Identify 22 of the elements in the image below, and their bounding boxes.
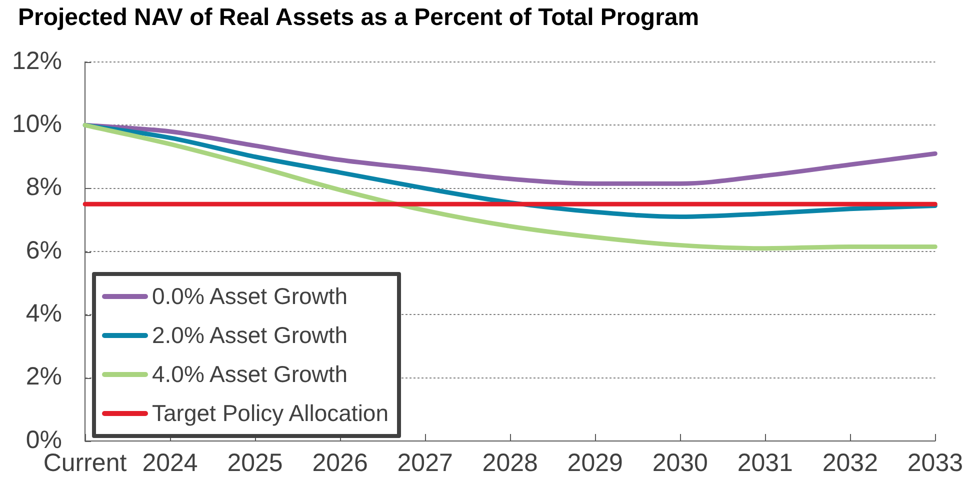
y-tick-label: 10% [12, 110, 62, 138]
x-tick-label: 2033 [907, 448, 964, 477]
x-tick-label: 2026 [312, 448, 368, 477]
legend-label: 0.0% Asset Growth [152, 283, 348, 310]
x-tick-label: 2032 [822, 448, 878, 477]
chart-title: Projected NAV of Real Assets as a Percent of Total Program [18, 3, 700, 33]
x-tick-label: 2031 [737, 448, 793, 477]
y-tick-label: 12% [12, 46, 62, 75]
x-tick-label: 2029 [567, 448, 623, 477]
legend-label: 2.0% Asset Growth [152, 322, 348, 349]
x-tick-label: 2030 [652, 448, 708, 477]
line-series [82, 122, 938, 251]
x-tick-label: 2024 [142, 448, 198, 477]
x-tick-label: 2025 [227, 448, 283, 477]
y-tick-label: 6% [26, 236, 62, 264]
y-tick-label: 8% [26, 173, 62, 202]
y-tick-label: 4% [26, 300, 62, 328]
x-tick-label: 2028 [482, 448, 538, 477]
legend-label: 4.0% Asset Growth [152, 361, 348, 388]
legend-label: Target Policy Allocation [152, 400, 389, 427]
x-tick-label: 2027 [397, 448, 453, 477]
y-tick-label: 2% [26, 362, 62, 391]
